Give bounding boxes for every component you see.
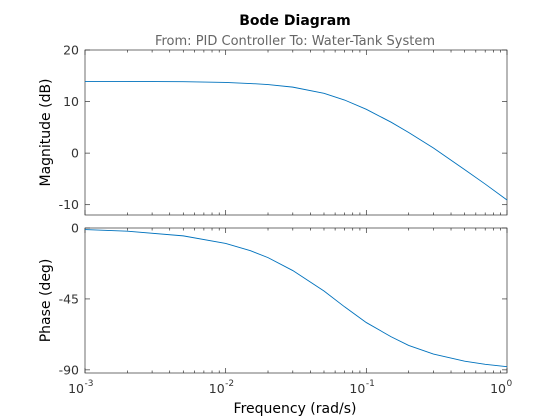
phase-axes-frame	[84, 227, 508, 374]
x-axis-label: Frequency (rad/s)	[234, 401, 357, 417]
phase-axis-label: Phase (deg)	[38, 259, 54, 343]
phase-panel: 0 -45 -90 Phase (deg)	[38, 221, 508, 377]
x-tick-label-exponent: -2	[225, 379, 234, 389]
x-tick-label-exponent: -1	[366, 379, 375, 389]
y-tick-label: 0	[71, 221, 79, 236]
chart-title: Bode Diagram	[239, 13, 351, 29]
y-tick-label: -10	[59, 197, 79, 212]
x-tick-label-exponent: -3	[85, 379, 94, 389]
magnitude-axis-label: Magnitude (dB)	[38, 78, 54, 186]
x-tick-label-base: 10	[68, 381, 84, 396]
magnitude-axes-frame	[84, 49, 508, 216]
x-tick-label-base: 10	[490, 381, 506, 396]
y-tick-label: 0	[71, 146, 79, 161]
magnitude-curve	[85, 81, 508, 201]
y-tick-label: 10	[63, 94, 79, 109]
y-tick-label: -90	[59, 362, 79, 377]
y-tick-label: 20	[63, 43, 79, 58]
x-tick-label-exponent: 0	[507, 379, 513, 389]
x-tick-label-base: 10	[209, 381, 225, 396]
y-tick-label: -45	[59, 291, 79, 306]
chart-subtitle: From: PID Controller To: Water-Tank Syst…	[155, 34, 435, 49]
x-tick-label-base: 10	[349, 381, 365, 396]
phase-curve	[84, 229, 508, 368]
magnitude-panel: 20 10 0 -10 Magnitude (dB)	[38, 43, 508, 216]
